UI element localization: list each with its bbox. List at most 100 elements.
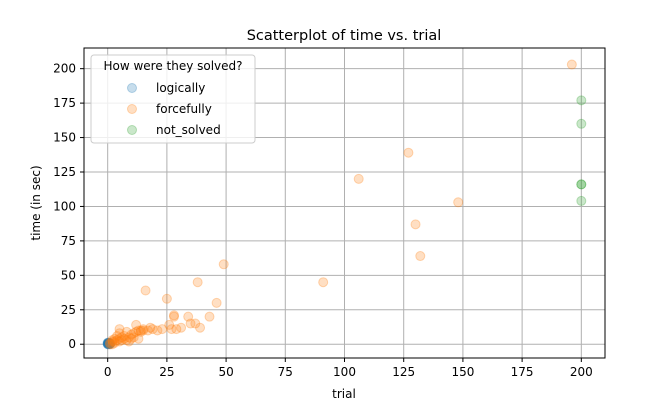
point-forcefully bbox=[142, 325, 153, 336]
y-tick-label: 25 bbox=[61, 303, 76, 317]
point-forcefully bbox=[114, 324, 125, 335]
point-forcefully bbox=[119, 330, 130, 341]
point-forcefully bbox=[176, 322, 187, 333]
point-forcefully bbox=[145, 322, 156, 333]
point-forcefully bbox=[133, 333, 144, 344]
point-forcefully bbox=[116, 332, 127, 343]
point-forcefully bbox=[138, 324, 149, 335]
point-forcefully bbox=[109, 336, 120, 347]
point-logically bbox=[102, 338, 113, 349]
point-forcefully bbox=[415, 251, 426, 262]
point-forcefully bbox=[133, 325, 144, 336]
point-logically bbox=[104, 338, 115, 349]
point-forcefully bbox=[121, 335, 132, 346]
x-tick-label: 100 bbox=[333, 365, 356, 379]
point-forcefully bbox=[123, 332, 134, 343]
point-logically bbox=[104, 337, 115, 348]
x-tick-label: 125 bbox=[392, 365, 415, 379]
legend-label-not-solved: not_solved bbox=[156, 123, 221, 137]
point-forcefully bbox=[105, 337, 116, 348]
point-forcefully bbox=[185, 318, 196, 329]
point-logically bbox=[103, 337, 114, 348]
point-forcefully bbox=[112, 330, 123, 341]
point-forcefully bbox=[140, 285, 151, 296]
point-forcefully bbox=[107, 339, 118, 350]
point-forcefully bbox=[131, 319, 142, 330]
point-forcefully bbox=[168, 310, 179, 321]
point-not-solved bbox=[576, 95, 587, 106]
point-forcefully bbox=[105, 339, 116, 350]
point-forcefully bbox=[138, 325, 149, 336]
point-forcefully bbox=[195, 322, 206, 333]
point-forcefully bbox=[190, 318, 201, 329]
point-forcefully bbox=[123, 336, 134, 347]
point-forcefully bbox=[171, 324, 182, 335]
point-logically bbox=[102, 339, 113, 350]
y-axis-label: time (in sec) bbox=[29, 165, 43, 240]
point-forcefully bbox=[109, 337, 120, 348]
point-forcefully bbox=[119, 333, 130, 344]
point-forcefully bbox=[218, 259, 229, 270]
point-forcefully bbox=[114, 333, 125, 344]
data-points bbox=[102, 59, 587, 350]
ticks: 0 25 50 75 100 125 150 175 200 0 25 50 75 100 125 150 17… bbox=[53, 62, 593, 379]
point-logically bbox=[102, 338, 113, 349]
point-logically bbox=[105, 338, 116, 349]
point-forcefully bbox=[157, 324, 168, 335]
y-tick-label: 150 bbox=[53, 131, 76, 145]
legend-title: How were they solved? bbox=[103, 59, 242, 73]
point-forcefully bbox=[453, 197, 464, 208]
x-tick-label: 150 bbox=[451, 365, 474, 379]
point-forcefully bbox=[168, 311, 179, 322]
point-logically bbox=[103, 337, 114, 348]
legend-marker-forcefully bbox=[127, 104, 137, 114]
point-logically bbox=[104, 338, 115, 349]
point-forcefully bbox=[126, 329, 137, 340]
point-logically bbox=[103, 338, 114, 349]
point-forcefully bbox=[204, 311, 215, 322]
y-tick-label: 175 bbox=[53, 96, 76, 110]
x-axis-label: trial bbox=[332, 387, 356, 401]
y-tick-label: 100 bbox=[53, 199, 76, 213]
legend-marker-not-solved bbox=[127, 125, 137, 135]
point-forcefully bbox=[107, 336, 118, 347]
y-tick-label: 200 bbox=[53, 62, 76, 76]
point-forcefully bbox=[131, 326, 142, 337]
point-forcefully bbox=[107, 335, 118, 346]
point-forcefully bbox=[147, 324, 158, 335]
point-forcefully bbox=[183, 311, 194, 322]
point-logically bbox=[103, 338, 114, 349]
x-tick-label: 50 bbox=[218, 365, 233, 379]
point-not-solved bbox=[576, 179, 587, 190]
x-tick-label: 25 bbox=[159, 365, 174, 379]
point-forcefully bbox=[114, 336, 125, 347]
point-logically bbox=[104, 338, 115, 349]
point-not-solved bbox=[576, 195, 587, 206]
chart-title: Scatterplot of time vs. trial bbox=[247, 28, 442, 44]
point-not-solved bbox=[576, 179, 587, 190]
y-tick-label: 0 bbox=[68, 337, 76, 351]
legend-marker-logically bbox=[127, 83, 137, 93]
point-forcefully bbox=[135, 326, 146, 337]
x-tick-label: 75 bbox=[278, 365, 293, 379]
point-forcefully bbox=[353, 173, 364, 184]
point-forcefully bbox=[161, 293, 172, 304]
point-forcefully bbox=[135, 325, 146, 336]
point-forcefully bbox=[166, 324, 177, 335]
point-forcefully bbox=[192, 277, 203, 288]
point-forcefully bbox=[116, 335, 127, 346]
point-logically bbox=[105, 339, 116, 350]
point-forcefully bbox=[114, 328, 125, 339]
y-tick-label: 125 bbox=[53, 165, 76, 179]
point-logically bbox=[102, 337, 113, 348]
point-forcefully bbox=[109, 333, 120, 344]
point-forcefully bbox=[164, 319, 175, 330]
point-forcefully bbox=[566, 59, 577, 70]
x-tick-label: 0 bbox=[104, 365, 112, 379]
point-forcefully bbox=[318, 277, 329, 288]
point-forcefully bbox=[128, 332, 139, 343]
point-forcefully bbox=[126, 333, 137, 344]
point-forcefully bbox=[410, 219, 421, 230]
point-forcefully bbox=[152, 325, 163, 336]
